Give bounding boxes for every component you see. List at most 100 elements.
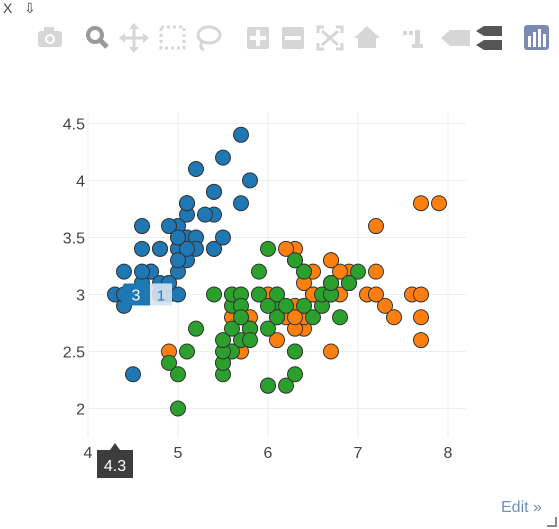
data-point-series1[interactable] [125, 366, 141, 383]
y-tick-label: 2 [76, 401, 85, 418]
data-point-series3[interactable] [161, 354, 177, 371]
data-point-series3[interactable] [341, 275, 357, 292]
data-point-series2[interactable] [287, 309, 303, 326]
data-point-series2[interactable] [431, 195, 447, 212]
data-point-series1[interactable] [215, 229, 231, 246]
data-point-series3[interactable] [278, 377, 294, 394]
hover-closest-icon[interactable] [441, 30, 470, 46]
data-point-series2[interactable] [386, 309, 402, 326]
data-point-series2[interactable] [413, 195, 429, 212]
data-point-series3[interactable] [233, 309, 249, 326]
data-point-series1[interactable] [134, 240, 150, 257]
zoom-in-icon[interactable] [247, 27, 269, 49]
x-tick-label: 8 [444, 445, 453, 462]
data-point-series2[interactable] [368, 286, 384, 303]
spike-lines-icon[interactable] [403, 30, 423, 48]
data-point-series2[interactable] [413, 332, 429, 349]
data-point-series1[interactable] [134, 218, 150, 235]
data-point-series3[interactable] [269, 286, 285, 303]
data-point-series3[interactable] [260, 320, 276, 337]
data-point-series3[interactable] [260, 377, 276, 394]
data-point-series1[interactable] [215, 149, 231, 166]
data-point-series3[interactable] [260, 297, 276, 314]
x-tick-label: 6 [264, 445, 273, 462]
autoscale-icon[interactable] [316, 25, 344, 51]
data-point-series2[interactable] [368, 218, 384, 235]
data-point-series3[interactable] [332, 309, 348, 326]
hover-point-label: 1 [157, 287, 165, 304]
resize-handle[interactable] [547, 517, 557, 527]
data-point-series2[interactable] [269, 332, 285, 349]
data-point-series3[interactable] [188, 320, 204, 337]
data-point-series3[interactable] [287, 343, 303, 360]
lasso-select-icon[interactable] [196, 25, 222, 52]
data-point-series3[interactable] [260, 240, 276, 257]
data-point-series1[interactable] [116, 263, 132, 280]
data-point-series1[interactable] [179, 195, 195, 212]
data-point-series1[interactable] [242, 172, 258, 189]
data-point-series3[interactable] [287, 252, 303, 269]
hover-y-label: 3 [132, 287, 141, 304]
data-point-series2[interactable] [413, 309, 429, 326]
data-point-series3[interactable] [215, 332, 231, 349]
y-tick-label: 4.5 [63, 116, 85, 133]
data-point-series1[interactable] [206, 183, 222, 200]
data-point-series3[interactable] [269, 309, 285, 326]
data-point-series3[interactable] [323, 275, 339, 292]
data-point-series3[interactable] [296, 263, 312, 280]
y-tick-label: 2.5 [63, 344, 85, 361]
hover-x-label-box [97, 443, 133, 478]
data-point-series1[interactable] [152, 240, 168, 257]
data-point-series3[interactable] [287, 366, 303, 383]
data-point-series3[interactable] [251, 263, 267, 280]
camera-icon[interactable] [38, 27, 62, 47]
data-point-series1[interactable] [179, 240, 195, 257]
data-point-series3[interactable] [251, 286, 267, 303]
data-point-series2[interactable] [323, 343, 339, 360]
zoom-icon[interactable] [86, 26, 109, 49]
box-select-icon[interactable] [159, 25, 186, 50]
data-point-series3[interactable] [224, 320, 240, 337]
close-icon[interactable]: X [3, 0, 13, 16]
download-arrow-icon[interactable]: ⇩ [24, 0, 36, 16]
reset-axes-icon[interactable] [354, 26, 380, 48]
data-point-series2[interactable] [278, 240, 294, 257]
data-point-series2[interactable] [323, 252, 339, 269]
data-points[interactable] [107, 126, 447, 417]
plotly-logo-icon[interactable] [524, 25, 549, 50]
data-point-series2[interactable] [368, 263, 384, 280]
data-point-series1[interactable] [134, 263, 150, 280]
y-tick-label: 4 [76, 173, 85, 190]
data-point-series3[interactable] [296, 297, 312, 314]
pan-icon[interactable] [119, 23, 149, 53]
data-point-series1[interactable] [170, 252, 186, 269]
y-axis: 2 2.5 3 3.5 4 4.5 [63, 116, 85, 418]
data-point-series1[interactable] [233, 126, 249, 143]
data-point-series3[interactable] [278, 297, 294, 314]
x-tick-label: 5 [174, 445, 183, 462]
data-point-series3[interactable] [170, 366, 186, 383]
data-point-series3[interactable] [179, 343, 195, 360]
data-point-series3[interactable] [242, 332, 258, 349]
data-point-series1[interactable] [170, 229, 186, 246]
data-point-series1[interactable] [161, 218, 177, 235]
data-point-series2[interactable] [377, 297, 393, 314]
data-point-series1[interactable] [197, 206, 213, 223]
data-point-series2[interactable] [332, 263, 348, 280]
data-point-series3[interactable] [206, 286, 222, 303]
zoom-out-icon[interactable] [282, 27, 304, 49]
hover-compare-icon[interactable] [476, 26, 502, 50]
hover-y-label-box [118, 283, 150, 306]
hover-layer: 3 14.3 [97, 283, 172, 478]
edit-chart-link[interactable]: Edit » [501, 499, 542, 516]
x-tick-label: 7 [354, 445, 363, 462]
data-point-series1[interactable] [206, 240, 222, 257]
data-point-series3[interactable] [305, 309, 321, 326]
data-point-series3[interactable] [170, 400, 186, 417]
data-point-series1[interactable] [233, 195, 249, 212]
data-point-series3[interactable] [350, 263, 366, 280]
data-point-series2[interactable] [413, 286, 429, 303]
data-point-series1[interactable] [188, 161, 204, 178]
y-tick-label: 3.5 [63, 230, 85, 247]
